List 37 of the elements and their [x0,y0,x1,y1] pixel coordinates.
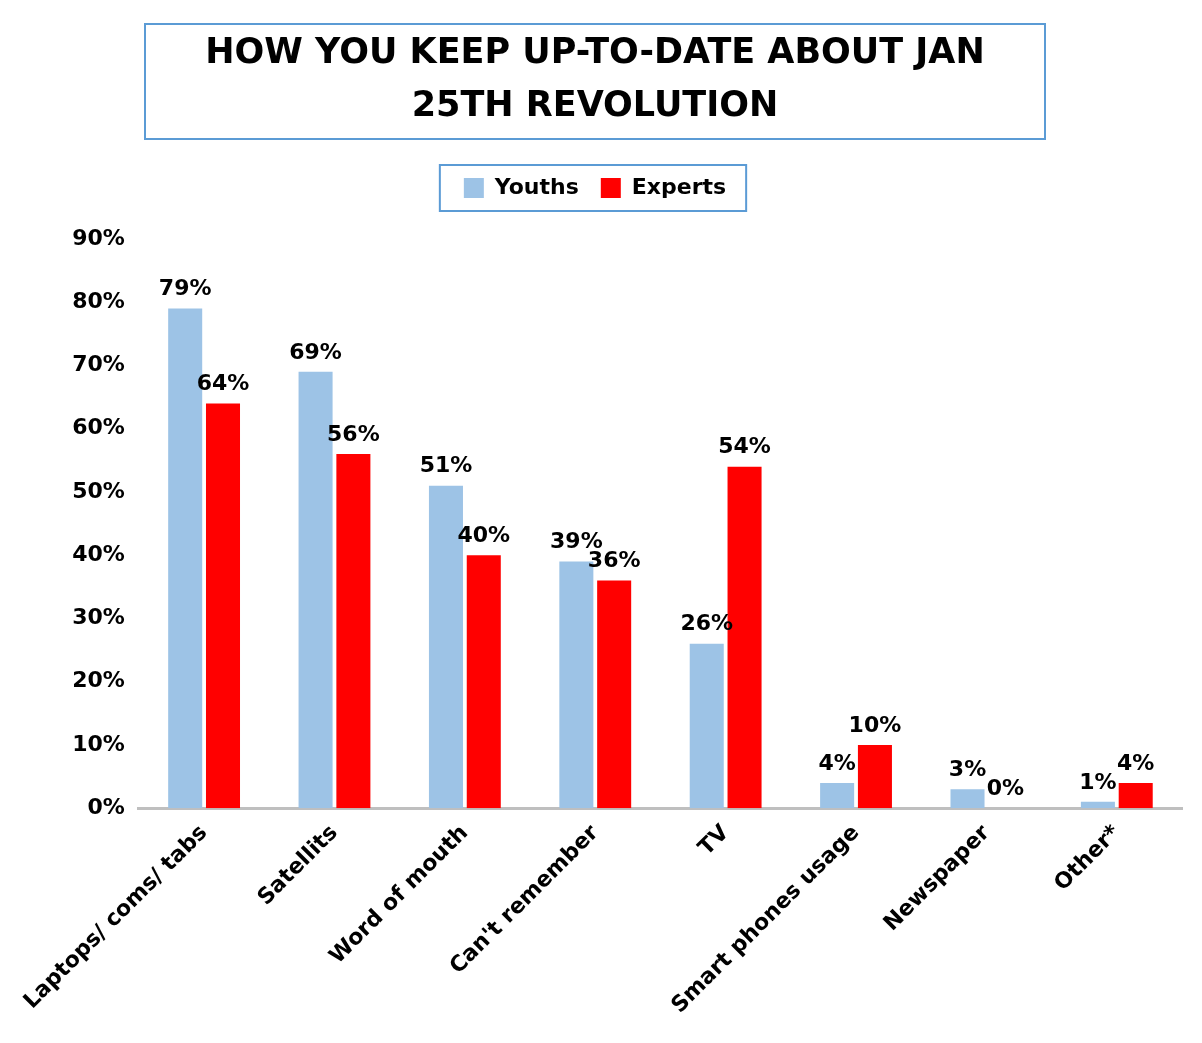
data-label: 40% [457,521,511,547]
data-label: 56% [327,420,380,446]
x-tick-label: TV [692,819,734,860]
bar [466,555,501,809]
y-tick-label: 60% [72,414,125,440]
bar [950,789,985,809]
data-label: 3% [948,755,987,781]
y-tick-label: 20% [72,667,125,693]
y-tick-label: 10% [72,730,125,756]
data-label: 64% [196,370,250,396]
data-label: 10% [848,711,902,737]
bar [689,643,724,809]
y-tick-label: 40% [72,540,125,566]
bar [597,580,632,809]
y-tick-label: 90% [72,224,125,250]
data-label: 79% [158,275,212,301]
bar [1080,801,1115,809]
legend-label: Experts [631,173,727,199]
data-label: 69% [289,338,342,364]
data-label: 0% [986,774,1024,800]
y-tick-label: 30% [72,604,125,630]
y-tick-label: 70% [72,351,125,377]
bar [336,454,371,809]
y-tick-label: 0% [87,793,125,819]
y-tick-label: 80% [72,287,125,313]
data-label: 1% [1079,768,1117,794]
legend-label: Youths [493,173,579,199]
bar [205,403,241,809]
chart-title: HOW YOU KEEP UP-TO-DATE ABOUT JAN 25TH REVOLUTION [205,31,985,124]
bar [1118,782,1153,809]
data-label: 51% [419,452,473,478]
data-label: 4% [818,749,856,775]
bar [820,782,855,809]
bar [857,744,892,809]
data-label: 54% [718,433,771,459]
data-label: 4% [1117,749,1155,775]
y-tick-label: 50% [72,477,125,503]
